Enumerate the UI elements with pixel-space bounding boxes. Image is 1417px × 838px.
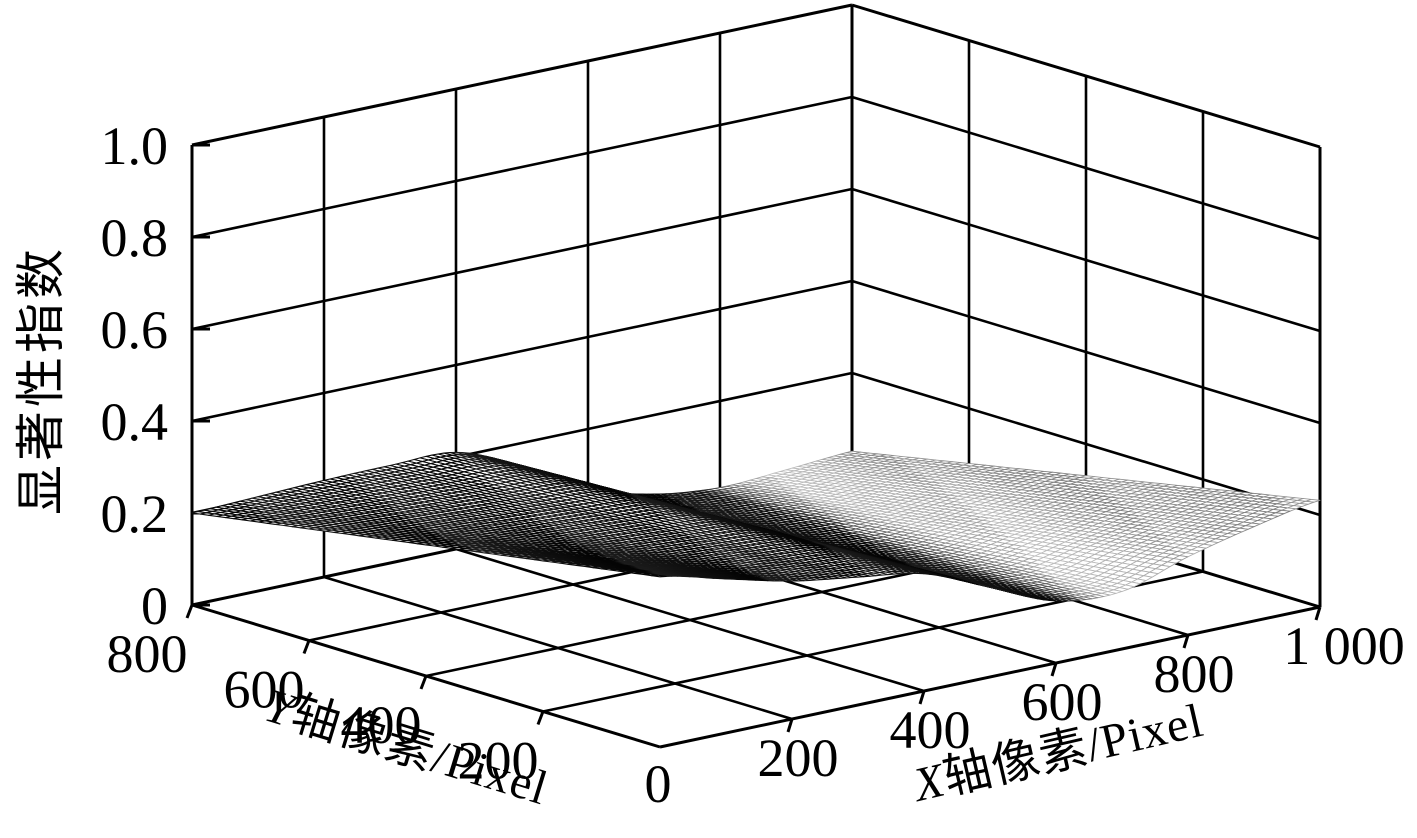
- edge-top-left: [191, 3, 853, 147]
- axes-grid: [190, 3, 1322, 749]
- edge-top-right: [851, 3, 1321, 149]
- surface-mesh: [191, 450, 1321, 602]
- y-tick-mark: [185, 604, 194, 619]
- x-tick-mark: [1050, 662, 1058, 677]
- wall-right-zline: [851, 95, 1321, 241]
- wall-right-zline: [851, 187, 1321, 333]
- x-tick-mark: [1314, 606, 1322, 621]
- wall-left-zline: [191, 95, 853, 239]
- edge-x-axis: [659, 605, 1321, 749]
- x-tick-mark: [918, 690, 926, 705]
- y-tick-mark: [419, 675, 428, 690]
- wall-right-zline: [851, 279, 1321, 425]
- y-tick-mark: [302, 639, 311, 655]
- wall-left-zline: [191, 187, 853, 331]
- wall-left-zline: [191, 279, 853, 423]
- y-tick-mark: [536, 710, 545, 726]
- x-tick-mark: [786, 718, 794, 733]
- x-tick-mark: [1182, 634, 1190, 649]
- wall-right-zline: [851, 371, 1321, 517]
